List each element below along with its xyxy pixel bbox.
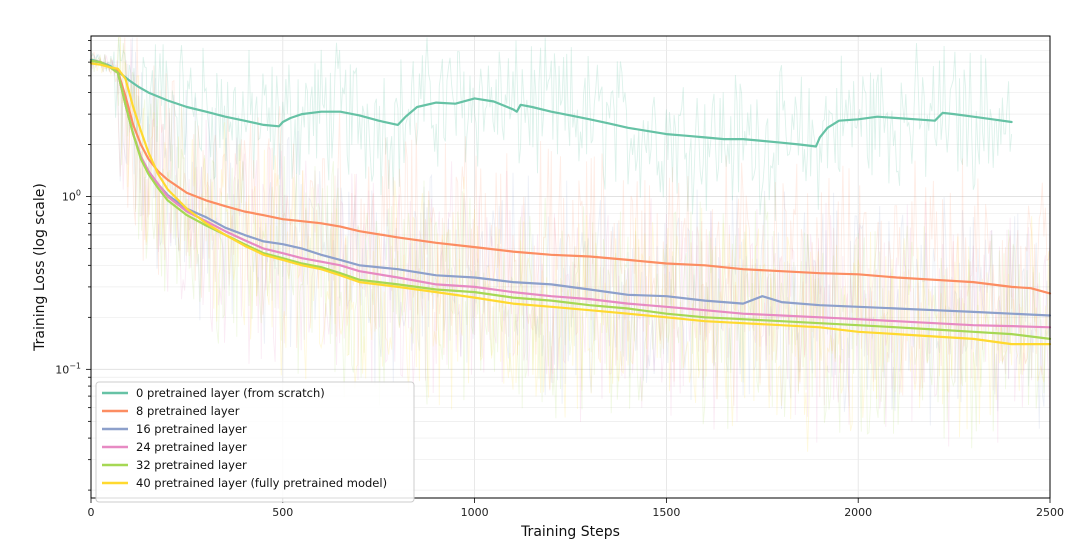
series-raw-noise [90,37,1051,449]
x-axis-title: Training Steps [520,524,620,540]
legend-label: 16 pretrained layer [136,422,247,436]
legend: 0 pretrained layer (from scratch) 8 pretr… [95,381,415,503]
legend-label: 32 pretrained layer [136,458,247,472]
legend-label: 40 pretrained layer (fully pretrained mo… [136,476,387,490]
tick-layer: 0 500 1000 1500 2000 2500 100 10−1 [55,40,1064,519]
legend-box [95,381,415,503]
series-layer [89,58,1052,346]
series-line-5 [89,62,1052,346]
y-tick-label: 100 [62,189,81,204]
x-tick-label: 500 [272,506,293,519]
y-axis-title: Training Loss (log scale) [32,183,48,352]
series-line-4 [89,59,1052,340]
series-raw-noise [90,37,1051,452]
x-tick-label: 1000 [461,506,489,519]
x-tick-label: 0 [88,506,95,519]
series-raw-noise [90,38,1051,447]
x-tick-label: 2000 [844,506,872,519]
plot-frame [90,35,1051,499]
series-line-0 [89,58,1013,148]
y-tick-label: 10−1 [55,361,81,376]
legend-label: 0 pretrained layer (from scratch) [136,386,325,400]
legend-label: 24 pretrained layer [136,440,247,454]
series-line-1 [89,59,1052,295]
x-tick-label: 2500 [1036,506,1064,519]
series-raw-noise [90,37,1051,397]
legend-label: 8 pretrained layer [136,404,240,418]
x-tick-label: 1500 [652,506,680,519]
